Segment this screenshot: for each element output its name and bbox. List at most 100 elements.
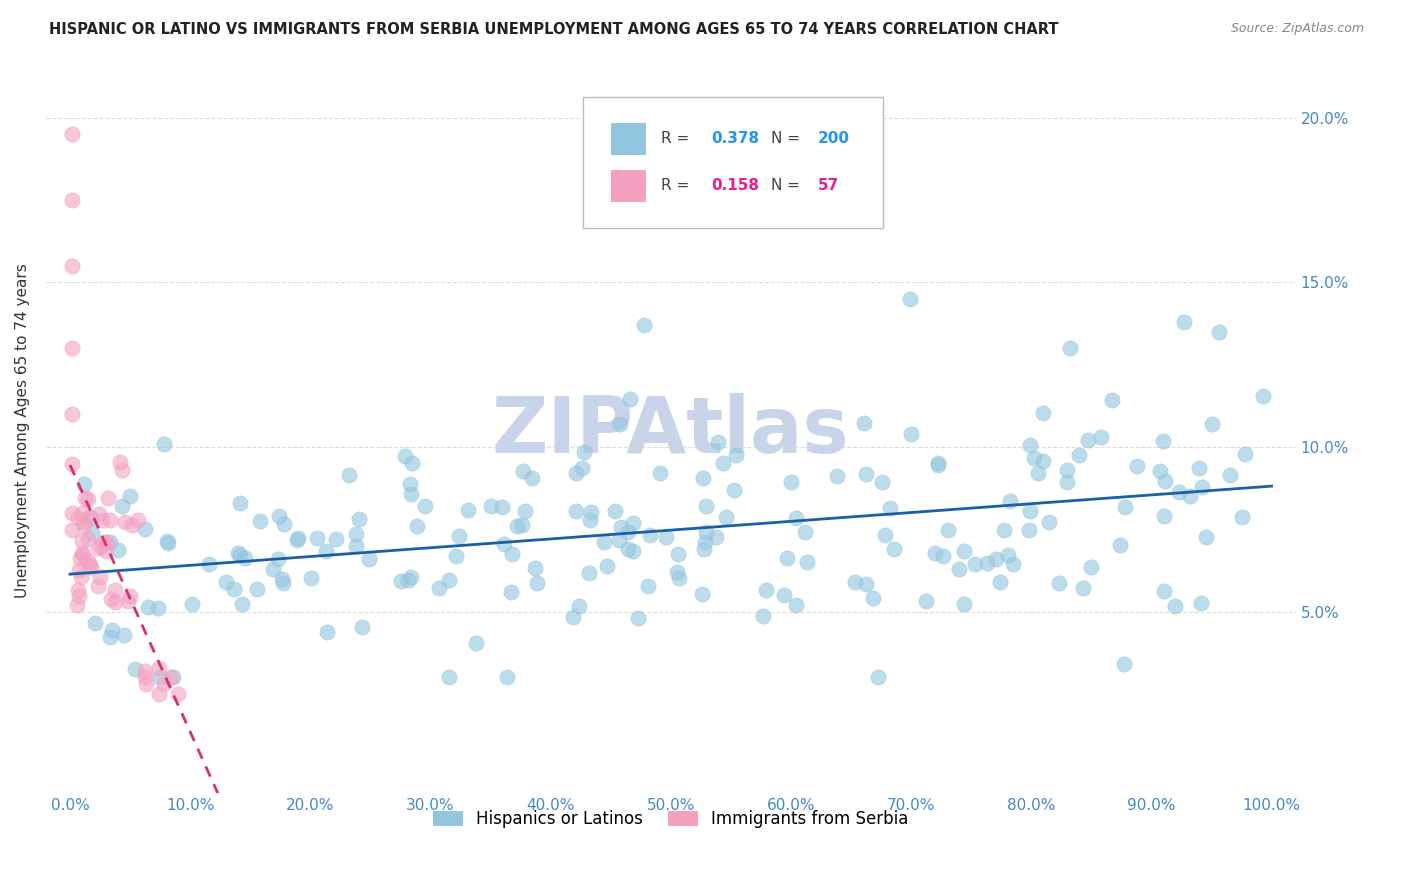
Point: [87, 507, 110, 521]
Point: [513, 504, 536, 518]
Point: [1047, 575, 1070, 590]
Point: [287, 531, 309, 545]
Point: [70, 533, 93, 548]
Point: [526, 576, 548, 591]
Text: R =: R =: [661, 131, 695, 146]
Point: [1230, 510, 1253, 524]
Point: [114, 515, 136, 529]
Point: [779, 475, 801, 490]
Point: [89, 570, 111, 584]
Point: [898, 292, 921, 306]
Point: [449, 529, 471, 543]
Point: [325, 532, 347, 546]
Point: [80, 525, 103, 540]
Point: [1152, 434, 1174, 449]
Point: [1109, 538, 1132, 552]
Point: [638, 528, 661, 542]
Point: [1164, 599, 1187, 614]
Point: [429, 581, 451, 595]
Point: [316, 625, 339, 640]
Point: [67, 563, 90, 577]
Point: [124, 663, 146, 677]
Point: [574, 445, 596, 459]
Point: [1201, 417, 1223, 431]
Point: [883, 541, 905, 556]
Point: [285, 533, 308, 548]
Point: [1032, 454, 1054, 468]
FancyBboxPatch shape: [583, 97, 883, 227]
Point: [77, 491, 100, 506]
Point: [695, 500, 717, 514]
Point: [707, 435, 730, 450]
Point: [162, 670, 184, 684]
Point: [399, 477, 422, 491]
Point: [228, 496, 250, 510]
Point: [198, 558, 221, 572]
Point: [233, 551, 256, 566]
Point: [520, 471, 543, 485]
Point: [603, 504, 626, 518]
Point: [579, 513, 602, 527]
Point: [60, 341, 83, 355]
Point: [149, 670, 172, 684]
Point: [976, 556, 998, 570]
Point: [100, 591, 122, 606]
Point: [866, 670, 889, 684]
Point: [111, 499, 134, 513]
Point: [690, 587, 713, 601]
Point: [619, 392, 641, 407]
Point: [501, 547, 523, 561]
Point: [231, 597, 253, 611]
Point: [396, 573, 419, 587]
Point: [271, 572, 294, 586]
Point: [988, 575, 1011, 590]
Point: [73, 491, 96, 505]
Point: [1056, 463, 1078, 477]
Point: [72, 516, 94, 530]
Point: [146, 600, 169, 615]
Point: [60, 193, 83, 207]
Point: [1077, 434, 1099, 448]
Point: [72, 549, 94, 563]
Point: [900, 426, 922, 441]
Point: [952, 597, 974, 611]
Point: [135, 677, 157, 691]
Point: [465, 636, 488, 650]
Point: [571, 460, 593, 475]
Point: [249, 514, 271, 528]
Point: [655, 530, 678, 544]
Point: [121, 518, 143, 533]
Point: [90, 539, 112, 553]
Point: [627, 611, 650, 625]
Point: [953, 544, 976, 558]
Point: [83, 615, 105, 630]
Point: [299, 571, 322, 585]
Point: [998, 494, 1021, 508]
Point: [1001, 557, 1024, 571]
Point: [695, 524, 717, 539]
Point: [1018, 504, 1040, 518]
Y-axis label: Unemployment Among Ages 65 to 74 years: Unemployment Among Ages 65 to 74 years: [15, 263, 30, 598]
Legend: Hispanics or Latinos, Immigrants from Serbia: Hispanics or Latinos, Immigrants from Se…: [426, 804, 915, 835]
Point: [271, 576, 294, 591]
Point: [1080, 559, 1102, 574]
Text: 57: 57: [818, 178, 839, 194]
Point: [1195, 530, 1218, 544]
Point: [444, 549, 467, 563]
Point: [1191, 480, 1213, 494]
Point: [104, 595, 127, 609]
Point: [60, 506, 83, 520]
Point: [226, 546, 249, 560]
Point: [457, 503, 479, 517]
Point: [262, 562, 284, 576]
Point: [495, 670, 517, 684]
Point: [562, 609, 585, 624]
Point: [347, 511, 370, 525]
Point: [693, 535, 716, 549]
Point: [986, 552, 1008, 566]
Point: [794, 525, 817, 540]
Point: [1251, 388, 1274, 402]
Point: [246, 582, 269, 596]
Point: [315, 544, 337, 558]
Point: [479, 499, 502, 513]
